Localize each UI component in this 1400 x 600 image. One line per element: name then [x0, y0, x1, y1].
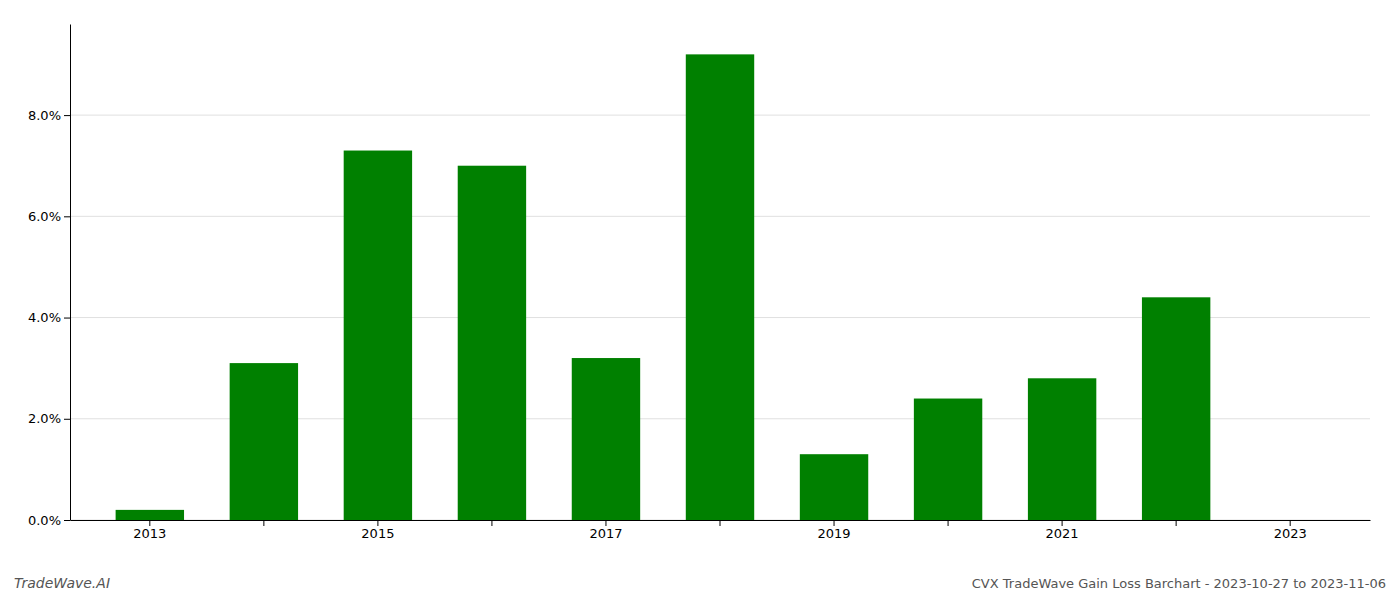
x-tick-mark	[1176, 520, 1177, 526]
y-tick: 6.0%	[28, 209, 70, 224]
x-tick	[948, 520, 949, 526]
x-tick-mark	[377, 520, 378, 526]
x-tick: 2021	[1046, 520, 1079, 541]
y-tick-mark	[64, 318, 70, 319]
y-tick-label: 6.0%	[28, 209, 61, 224]
x-tick-mark	[948, 520, 949, 526]
x-tick-label: 2017	[589, 526, 622, 541]
bar	[344, 151, 412, 520]
y-axis: 0.0% 2.0% 4.0% 6.0% 8.0%	[28, 25, 71, 528]
bar	[1256, 520, 1324, 521]
plot-area	[116, 54, 1211, 520]
bar	[800, 454, 868, 520]
x-tick-mark	[1290, 520, 1291, 526]
y-tick-label: 8.0%	[28, 108, 61, 123]
x-tick: 2015	[361, 520, 394, 541]
x-tick-mark	[149, 520, 150, 526]
x-tick-label: 2021	[1046, 526, 1079, 541]
x-tick-label: 2023	[1274, 526, 1307, 541]
bar	[230, 363, 298, 520]
y-tick: 4.0%	[28, 310, 70, 325]
x-tick: 2023	[1274, 520, 1307, 541]
watermark: TradeWave.AI	[14, 575, 110, 591]
y-tick-label: 0.0%	[28, 513, 61, 528]
bar	[914, 399, 982, 520]
x-tick: 2017	[589, 520, 622, 541]
y-tick-mark	[64, 419, 70, 420]
y-tick: 0.0%	[28, 513, 70, 528]
x-tick-label: 2019	[817, 526, 850, 541]
y-tick-mark	[64, 520, 70, 521]
bar	[1028, 378, 1096, 520]
y-axis-line	[70, 25, 71, 521]
x-tick-label: 2013	[133, 526, 166, 541]
x-tick	[720, 520, 721, 526]
title: CVX TradeWave Gain Loss Barchart - 2023-…	[972, 576, 1386, 591]
bar	[1142, 297, 1210, 520]
x-tick: 2013	[133, 520, 166, 541]
y-tick-mark	[64, 115, 70, 116]
y-tick: 2.0%	[28, 411, 70, 426]
bar	[116, 510, 184, 520]
y-tick: 8.0%	[28, 108, 70, 123]
chart-container: 2013 2015 2017 2019 2021 2023 0.0% 2.0% 4.0% 6.0%…	[0, 0, 1400, 600]
x-tick: 2019	[817, 520, 850, 541]
x-axis: 2013 2015 2017 2019 2021 2023	[71, 520, 1371, 541]
y-tick-label: 2.0%	[28, 411, 61, 426]
x-tick-mark	[1062, 520, 1063, 526]
x-tick	[1176, 520, 1177, 526]
bar	[458, 166, 526, 520]
x-tick-mark	[720, 520, 721, 526]
bar	[686, 54, 754, 520]
x-tick	[263, 520, 264, 526]
chart-svg: 2013 2015 2017 2019 2021 2023 0.0% 2.0% 4.0% 6.0%…	[0, 0, 1400, 600]
x-tick-mark	[834, 520, 835, 526]
x-tick-label: 2015	[361, 526, 394, 541]
y-tick-label: 4.0%	[28, 310, 61, 325]
x-tick-mark	[491, 520, 492, 526]
x-tick	[491, 520, 492, 526]
y-tick-mark	[64, 216, 70, 217]
bar	[572, 358, 640, 520]
x-tick-mark	[605, 520, 606, 526]
x-tick-mark	[263, 520, 264, 526]
